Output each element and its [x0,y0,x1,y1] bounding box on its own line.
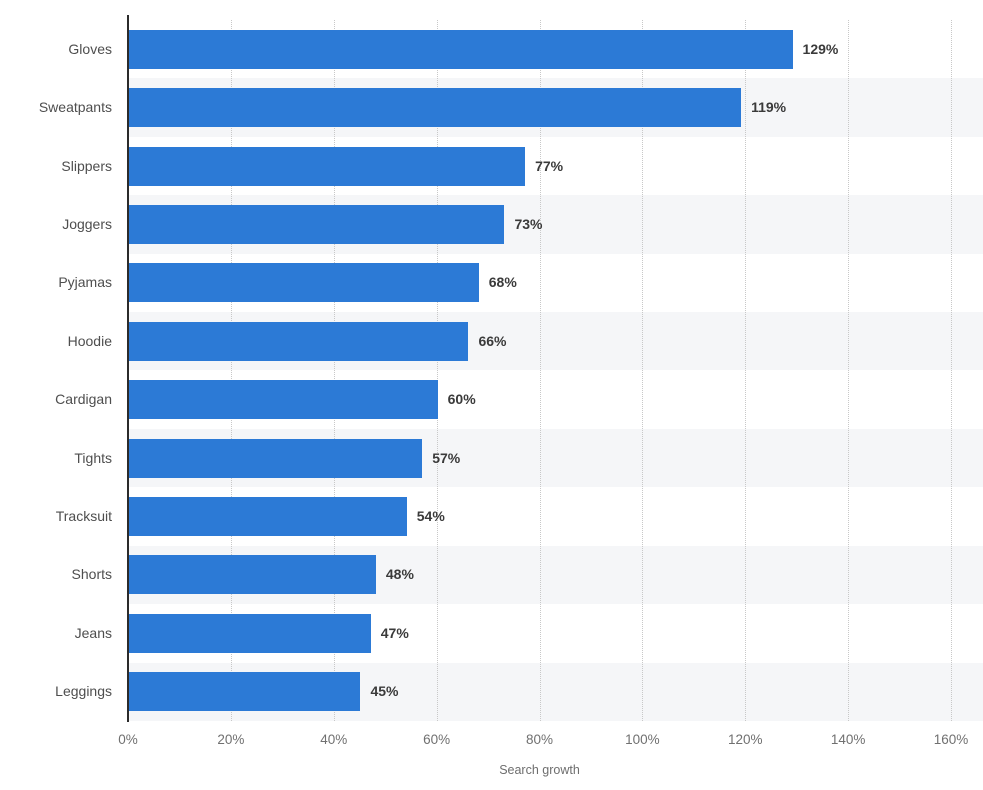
category-label: Pyjamas [58,274,112,291]
value-label: 129% [802,40,839,57]
gridline [436,20,438,721]
category-label: Gloves [68,40,112,57]
value-label: 60% [447,391,476,408]
bar[interactable] [129,613,371,653]
value-label: 68% [488,274,517,291]
x-tick-label: 80% [525,732,554,747]
x-tick-label: 40% [320,732,348,747]
x-tick-label: 140% [830,732,866,747]
category-label: Leggings [55,683,112,700]
category-label: Cardigan [55,391,112,408]
bar[interactable] [129,88,742,128]
gridline [848,20,850,721]
x-tick-label: 120% [727,732,763,747]
category-label: Tracksuit [55,508,112,525]
category-label: Tights [74,449,112,466]
value-label: 77% [535,157,564,174]
value-label: 66% [478,332,507,349]
bar[interactable] [129,497,407,537]
bar[interactable] [129,555,376,595]
bar[interactable] [129,321,469,361]
category-label: Jeans [74,624,112,641]
gridline [951,20,952,721]
bar[interactable] [129,29,793,69]
bar[interactable] [129,672,361,712]
bar[interactable] [129,438,423,478]
bar[interactable] [129,204,505,244]
bar[interactable] [129,146,526,186]
y-axis-line [127,15,129,722]
category-label: Slippers [61,157,112,174]
gridline [333,20,335,721]
value-label: 48% [385,566,414,583]
value-label: 45% [370,683,399,700]
x-tick-label: 20% [217,732,245,747]
x-axis-title: Search growth [499,763,580,777]
value-label: 119% [751,99,787,116]
gridline [745,20,747,721]
x-tick-label: 60% [423,732,451,747]
category-label: Joggers [62,215,112,232]
value-label: 54% [416,508,445,525]
category-label: Hoodie [67,332,112,349]
x-tick-label: 160% [933,732,969,747]
bar[interactable] [129,263,479,303]
category-label: Sweatpants [38,99,112,116]
x-tick-label: 0% [118,732,138,747]
gridline [230,20,232,721]
value-label: 73% [514,215,543,232]
category-label: Shorts [71,566,112,583]
value-label: 47% [380,624,409,641]
gridline [642,20,644,721]
gridline [539,20,541,721]
value-label: 57% [432,449,461,466]
bar[interactable] [129,380,438,420]
x-tick-label: 100% [625,732,660,747]
